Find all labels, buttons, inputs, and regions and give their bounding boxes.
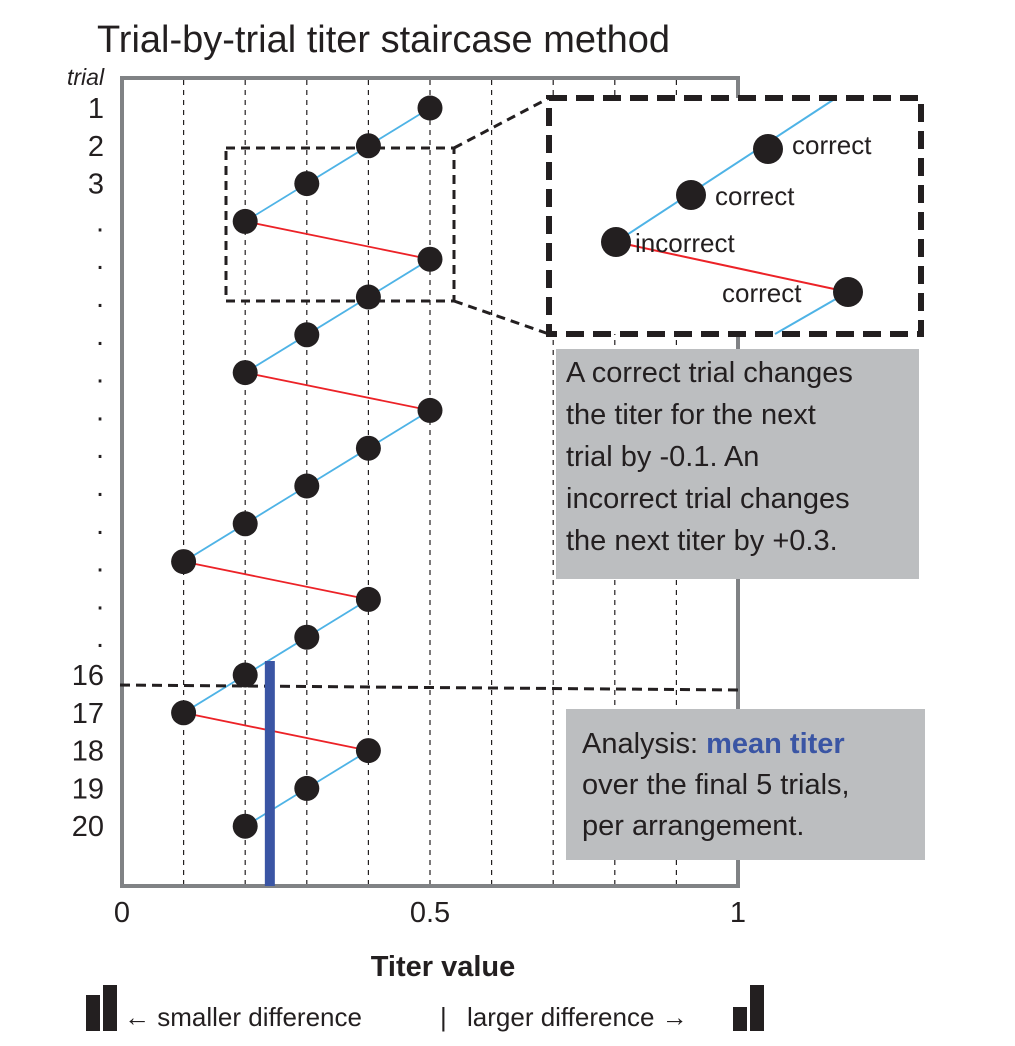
trial-tick-label: 19 — [72, 773, 104, 805]
trial-points — [171, 95, 443, 839]
inset-point — [601, 227, 631, 257]
x-axis-label: Titer value — [371, 951, 516, 983]
rule-line: incorrect trial changes — [566, 483, 850, 515]
incorrect-segment — [245, 371, 431, 412]
x-tick-label: 0 — [114, 897, 130, 929]
trial-point — [355, 738, 381, 764]
zoom-inset: correct correct incorrect correct — [546, 95, 924, 337]
trial-point — [232, 662, 258, 688]
trial-point — [417, 397, 443, 423]
trial-point — [232, 360, 258, 386]
trial-tick-label: . — [96, 358, 104, 390]
x-tick-labels: 0 0.5 1 — [114, 897, 746, 929]
trial-tick-label: 20 — [72, 811, 104, 843]
x-tick-label: 1 — [730, 897, 746, 929]
analysis-callout: Analysis: mean titer over the final 5 tr… — [566, 709, 925, 860]
trial-tick-label: 17 — [72, 698, 104, 730]
trial-point — [355, 284, 381, 310]
rule-callout: A correct trial changes the titer for th… — [556, 349, 919, 579]
inset-point — [833, 277, 863, 307]
trial-point — [355, 133, 381, 159]
incorrect-segment — [245, 220, 431, 261]
trial-point — [294, 624, 320, 650]
trial-tick-label: . — [96, 547, 104, 579]
chart-title: Trial-by-trial titer staircase method — [97, 19, 670, 61]
inset-correct-line — [615, 97, 837, 243]
zoom-connector-bottom — [453, 299, 550, 336]
trial-point — [171, 549, 197, 575]
trial-point — [171, 700, 197, 726]
trial-tick-label: 1 — [88, 93, 104, 125]
trial-point — [294, 775, 320, 801]
y-axis-label: trial — [67, 64, 105, 90]
rule-line: the titer for the next — [566, 399, 816, 431]
trial-tick-label: . — [96, 244, 104, 276]
trial-tick-label: 16 — [72, 660, 104, 692]
trial-point — [355, 586, 381, 612]
trial-tick-label: . — [96, 320, 104, 352]
cutoff-line — [119, 683, 741, 692]
trial-tick-label: . — [96, 282, 104, 314]
trial-tick-label: . — [96, 584, 104, 616]
trial-tick-label: . — [96, 509, 104, 541]
analysis-first-line: Analysis: mean titer — [582, 724, 915, 765]
trial-point — [294, 322, 320, 348]
rule-line: trial by -0.1. An — [566, 441, 760, 473]
staircase-lines — [183, 107, 431, 827]
mean-titer-bar — [264, 661, 275, 886]
inset-point — [676, 180, 706, 210]
trial-tick-label: . — [96, 206, 104, 238]
difference-legend: ← smaller difference | larger difference… — [86, 985, 786, 1035]
analysis-line: over the final 5 trials, — [582, 769, 850, 801]
incorrect-segment — [183, 560, 369, 601]
trial-tick-label: 3 — [88, 169, 104, 201]
trial-tick-labels: 1 2 3............ 16 17 18 19 20 — [72, 93, 104, 843]
inset-label: correct — [792, 130, 872, 160]
trial-tick-label: . — [96, 433, 104, 465]
small-bars-icon — [86, 985, 120, 1033]
inset-point — [753, 134, 783, 164]
analysis-prefix: Analysis: — [582, 728, 707, 760]
larger-difference-label: larger difference → — [467, 1002, 688, 1032]
rule-line: the next titer by +0.3. — [566, 525, 838, 557]
inset-label: incorrect — [635, 228, 735, 258]
trial-tick-label: 18 — [72, 736, 104, 768]
smaller-difference-label: ← smaller difference — [124, 1002, 362, 1032]
incorrect-segment — [183, 711, 369, 752]
trial-point — [232, 813, 258, 839]
trial-point — [232, 208, 258, 234]
trial-point — [417, 246, 443, 272]
inset-label: correct — [722, 278, 802, 308]
trial-tick-label: . — [96, 395, 104, 427]
trial-point — [417, 95, 443, 121]
x-tick-label: 0.5 — [410, 897, 450, 929]
large-bars-icon — [733, 985, 767, 1033]
trial-point — [294, 171, 320, 197]
zoom-connector-top — [453, 96, 550, 150]
trial-point — [355, 435, 381, 461]
trial-tick-label: 2 — [88, 131, 104, 163]
inset-label: correct — [715, 181, 795, 211]
inset-incorrect-line — [615, 241, 849, 293]
legend-divider: | — [440, 1002, 447, 1032]
mean-titer-marker — [264, 661, 275, 886]
trial-point — [294, 473, 320, 499]
trial-tick-label: . — [96, 622, 104, 654]
zoom-region-box — [224, 146, 456, 303]
mean-titer-highlight: mean titer — [706, 728, 845, 760]
trial-point — [232, 511, 258, 537]
rule-line: A correct trial changes — [566, 357, 853, 389]
trial-tick-label: . — [96, 471, 104, 503]
analysis-line: per arrangement. — [582, 810, 805, 842]
